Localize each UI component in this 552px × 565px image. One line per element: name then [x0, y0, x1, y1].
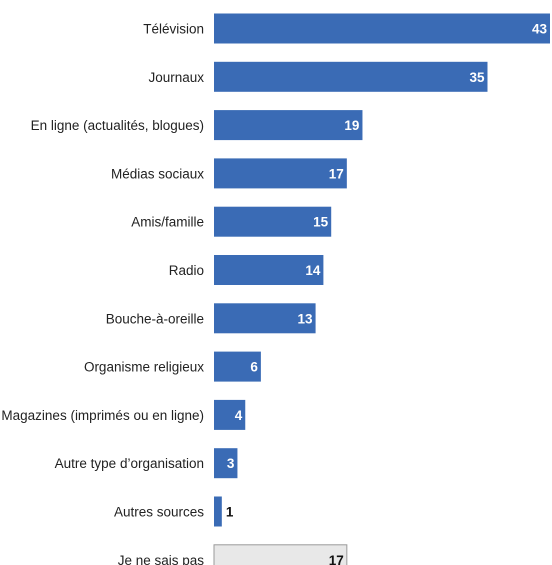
- bar: [214, 496, 222, 527]
- bar: [214, 158, 347, 189]
- category-label: Bouche-à-oreille: [106, 311, 204, 326]
- category-label: Je ne sais pas: [118, 553, 205, 565]
- value-label: 13: [298, 311, 314, 326]
- value-label: 15: [313, 215, 329, 230]
- value-label: 4: [235, 408, 243, 423]
- bar: [214, 13, 550, 44]
- bar: [214, 448, 238, 479]
- category-label: Journaux: [148, 70, 204, 85]
- category-label: Télévision: [143, 22, 204, 37]
- bar: [214, 206, 332, 237]
- category-label: En ligne (actualités, blogues): [31, 118, 204, 133]
- value-label: 35: [469, 70, 485, 85]
- category-label: Médias sociaux: [111, 166, 204, 181]
- bar: [214, 61, 488, 92]
- category-label: Autre type d’organisation: [55, 456, 204, 471]
- value-label: 3: [227, 456, 235, 471]
- category-label: Autres sources: [114, 505, 204, 520]
- value-label: 17: [329, 166, 344, 181]
- bar: [213, 544, 348, 565]
- value-label: 1: [226, 505, 234, 520]
- value-label: 43: [532, 22, 548, 37]
- bar: [214, 255, 324, 285]
- bar: [214, 351, 261, 382]
- category-label: Amis/famille: [131, 215, 204, 230]
- category-label: Organisme religieux: [84, 360, 204, 375]
- value-label: 6: [250, 360, 258, 375]
- value-label: 19: [344, 118, 359, 133]
- bar: [214, 303, 316, 334]
- category-label: Radio: [169, 263, 204, 278]
- bar: [214, 399, 246, 430]
- bar: [214, 110, 363, 141]
- category-label: Magazines (imprimés ou en ligne): [1, 408, 204, 423]
- value-label: 17: [329, 553, 344, 565]
- value-label: 14: [305, 263, 321, 278]
